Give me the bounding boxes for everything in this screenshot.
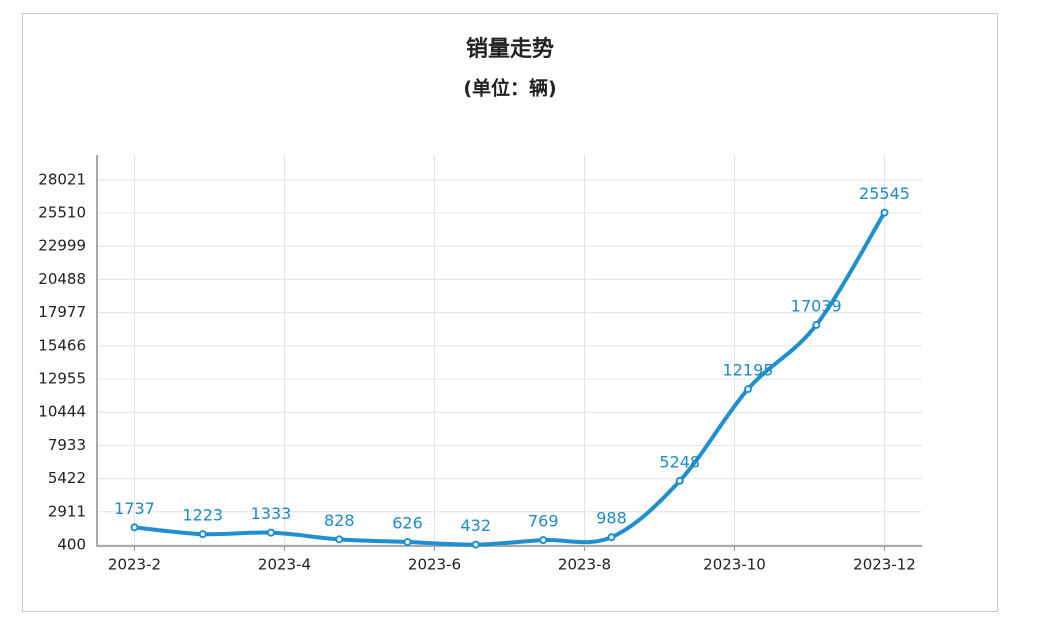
y-tick-label: 5422 bbox=[48, 469, 86, 487]
y-tick-label: 22999 bbox=[38, 237, 86, 255]
point bbox=[812, 321, 821, 330]
value-label: 626 bbox=[392, 514, 423, 533]
x-tick-label: 2023-8 bbox=[558, 556, 611, 574]
x-tick-label: 2023-6 bbox=[408, 556, 461, 574]
point bbox=[539, 536, 548, 545]
point bbox=[335, 535, 344, 544]
value-label: 828 bbox=[324, 511, 355, 530]
point bbox=[880, 208, 889, 217]
y-tick-label: 2911 bbox=[48, 502, 86, 520]
point bbox=[267, 528, 275, 537]
point bbox=[675, 476, 684, 485]
value-label: 1737 bbox=[114, 499, 155, 518]
y-tick-label: 28021 bbox=[38, 170, 86, 188]
y-tick-label: 10444 bbox=[38, 403, 86, 421]
point bbox=[744, 385, 752, 394]
y-tick-label: 15466 bbox=[38, 336, 86, 354]
y-tick-label: 12955 bbox=[38, 370, 86, 388]
x-tick-label: 2023-2 bbox=[108, 556, 161, 574]
value-label: 432 bbox=[460, 516, 491, 535]
y-tick-label: 25510 bbox=[38, 204, 86, 222]
value-label: 25545 bbox=[859, 184, 910, 203]
x-tick-label: 2023-4 bbox=[258, 556, 311, 574]
chart-title: 销量走势 bbox=[466, 36, 554, 62]
point bbox=[130, 523, 139, 532]
value-label: 1333 bbox=[251, 504, 292, 523]
y-tick-label: 20488 bbox=[38, 270, 86, 288]
point bbox=[471, 540, 480, 549]
value-label: 988 bbox=[596, 509, 627, 528]
x-tick-label: 2023-10 bbox=[703, 556, 766, 574]
point bbox=[607, 533, 616, 542]
y-tick-label: 7933 bbox=[48, 436, 86, 454]
point bbox=[403, 538, 412, 547]
point bbox=[198, 530, 207, 539]
x-tick-label: 2023-12 bbox=[853, 556, 916, 574]
value-label: 17039 bbox=[791, 297, 842, 316]
value-label: 12195 bbox=[723, 361, 774, 380]
chart-subtitle: (单位：辆) bbox=[463, 77, 556, 100]
value-label: 1223 bbox=[182, 506, 223, 525]
value-label: 769 bbox=[528, 512, 559, 531]
y-tick-label: 400 bbox=[57, 536, 86, 554]
value-label: 5248 bbox=[659, 452, 700, 471]
y-tick-label: 17977 bbox=[38, 303, 86, 321]
